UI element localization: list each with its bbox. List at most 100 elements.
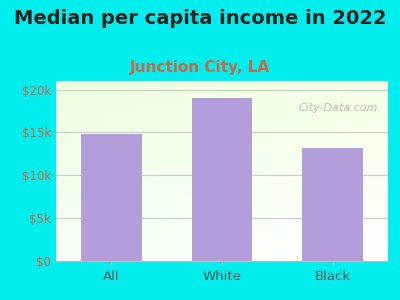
Bar	[56, 151, 388, 153]
Bar	[56, 164, 388, 166]
Bar	[56, 239, 388, 241]
Bar	[56, 112, 388, 113]
Bar	[56, 230, 388, 232]
Bar	[206, 81, 209, 261]
Bar	[272, 81, 275, 261]
Bar	[112, 81, 116, 261]
Bar	[232, 81, 235, 261]
Bar	[222, 81, 225, 261]
Bar	[56, 243, 388, 245]
Bar	[56, 209, 388, 211]
Bar	[378, 81, 381, 261]
Bar	[229, 81, 232, 261]
Bar	[312, 81, 315, 261]
Bar	[56, 259, 388, 261]
Bar	[56, 194, 388, 196]
Bar	[56, 140, 388, 142]
Text: Junction City, LA: Junction City, LA	[130, 60, 270, 75]
Bar	[186, 81, 189, 261]
Bar	[56, 189, 388, 191]
Bar	[56, 175, 388, 176]
Bar	[56, 227, 388, 229]
Bar	[215, 81, 219, 261]
Bar	[81, 134, 142, 261]
Bar	[56, 117, 388, 119]
Bar	[56, 193, 388, 194]
Bar	[196, 81, 199, 261]
Bar	[56, 252, 388, 254]
Bar	[99, 81, 102, 261]
Bar	[322, 81, 325, 261]
Bar	[56, 202, 388, 203]
Bar	[56, 95, 388, 97]
Bar	[245, 81, 248, 261]
Bar	[56, 238, 388, 239]
Bar	[56, 178, 388, 180]
Bar	[56, 187, 388, 189]
Bar	[235, 81, 238, 261]
Bar	[56, 115, 388, 117]
Bar	[345, 81, 348, 261]
Bar	[56, 126, 388, 128]
Bar	[56, 214, 388, 216]
Bar	[192, 81, 196, 261]
Bar	[258, 81, 262, 261]
Bar	[325, 81, 328, 261]
Bar	[56, 106, 388, 108]
Bar	[116, 81, 119, 261]
Bar	[136, 81, 139, 261]
Bar	[302, 81, 305, 261]
Bar	[225, 81, 229, 261]
Bar	[172, 81, 176, 261]
Bar	[56, 223, 388, 225]
Bar	[255, 81, 258, 261]
Bar	[162, 81, 166, 261]
Bar	[56, 130, 388, 131]
Bar	[56, 212, 388, 214]
Bar	[56, 184, 388, 185]
Bar	[96, 81, 99, 261]
Bar	[362, 81, 365, 261]
Bar	[189, 81, 192, 261]
Bar	[56, 94, 388, 95]
Bar	[73, 81, 76, 261]
Bar	[56, 110, 388, 112]
Bar	[129, 81, 132, 261]
Bar	[381, 81, 385, 261]
Bar	[192, 98, 252, 261]
Bar	[56, 97, 388, 99]
Bar	[179, 81, 182, 261]
Bar	[176, 81, 179, 261]
Bar	[56, 182, 388, 184]
Bar	[56, 160, 388, 162]
Bar	[56, 196, 388, 198]
Bar	[219, 81, 222, 261]
Bar	[56, 176, 388, 178]
Bar	[79, 81, 82, 261]
Bar	[275, 81, 278, 261]
Bar	[56, 81, 388, 83]
Bar	[56, 234, 388, 236]
Bar	[252, 81, 255, 261]
Bar	[56, 185, 388, 187]
Bar	[66, 81, 69, 261]
Bar	[352, 81, 355, 261]
Bar	[368, 81, 371, 261]
Bar	[56, 248, 388, 250]
Bar	[56, 149, 388, 151]
Bar	[365, 81, 368, 261]
Bar	[56, 103, 388, 104]
Bar	[69, 81, 73, 261]
Bar	[56, 162, 388, 164]
Bar	[56, 205, 388, 207]
Bar	[262, 81, 265, 261]
Bar	[56, 128, 388, 130]
Bar	[56, 256, 388, 257]
Bar	[132, 81, 136, 261]
Bar	[308, 81, 312, 261]
Bar	[56, 144, 388, 146]
Bar	[106, 81, 109, 261]
Bar	[59, 81, 63, 261]
Bar	[56, 139, 388, 140]
Bar	[56, 198, 388, 200]
